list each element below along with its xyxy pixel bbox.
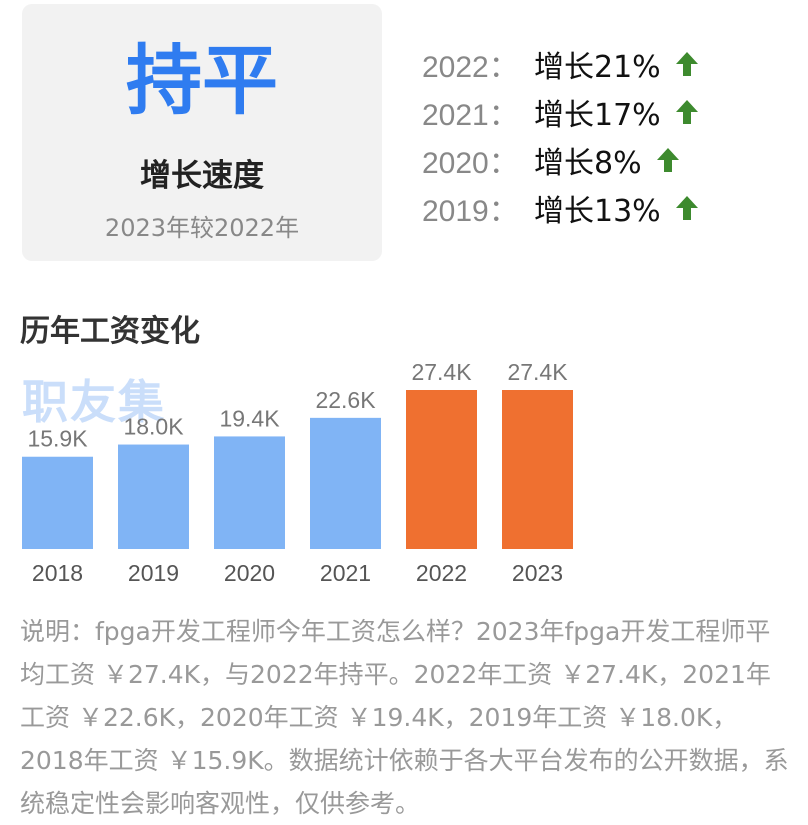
growth-text: 增长13% bbox=[534, 194, 661, 229]
bar-value-label: 27.4K bbox=[411, 359, 472, 385]
growth-text: 增长8% bbox=[534, 146, 642, 181]
x-tick-label: 2023 bbox=[512, 560, 563, 586]
growth-year: 2020： bbox=[422, 147, 519, 180]
growth-text: 增长17% bbox=[534, 98, 661, 133]
growth-status-label: 增长速度 bbox=[140, 158, 264, 194]
bar-2022 bbox=[406, 390, 477, 549]
growth-status: 持平 bbox=[126, 36, 278, 125]
bar-2021 bbox=[310, 417, 381, 549]
x-tick-label: 2019 bbox=[128, 560, 179, 586]
growth-year: 2022： bbox=[422, 51, 519, 84]
bar-value-label: 19.4K bbox=[219, 405, 280, 431]
bar-2023 bbox=[502, 390, 573, 549]
bar-2019 bbox=[118, 444, 189, 549]
summary-card: 持平 增长速度 2023年较2022年 bbox=[22, 4, 382, 261]
growth-row: 2020： 增长8% bbox=[422, 136, 701, 184]
x-tick-label: 2021 bbox=[320, 560, 371, 586]
bar-value-label: 22.6K bbox=[315, 387, 376, 413]
growth-row: 2021： 增长17% bbox=[422, 88, 701, 136]
arrow-up-icon bbox=[656, 148, 679, 172]
growth-text: 增长21% bbox=[534, 50, 661, 85]
growth-list: 2022： 增长21% 2021： 增长17% 2020： 增长8% 2019：… bbox=[422, 40, 701, 232]
description-text: 说明：fpga开发工程师今年工资怎么样？2023年fpga开发工程师平均工资 ￥… bbox=[20, 617, 789, 818]
growth-row: 2022： 增长21% bbox=[422, 40, 701, 88]
arrow-up-icon bbox=[675, 196, 698, 220]
x-tick-label: 2020 bbox=[224, 560, 275, 586]
section-title: 历年工资变化 bbox=[20, 314, 200, 349]
bar-value-label: 27.4K bbox=[507, 359, 568, 385]
growth-row: 2019： 增长13% bbox=[422, 184, 701, 232]
watermark: 职友集 bbox=[22, 375, 166, 429]
growth-year: 2019： bbox=[422, 195, 519, 228]
compare-period: 2023年较2022年 bbox=[104, 214, 300, 242]
growth-year: 2021： bbox=[422, 99, 519, 132]
x-tick-label: 2018 bbox=[32, 560, 83, 586]
bar-2018 bbox=[22, 456, 93, 549]
salary-bar-chart: 15.9K 2018 18.0K 2019 19.4K 2020 22.6K 2021 27.4… bbox=[22, 359, 573, 586]
bar-value-label: 15.9K bbox=[27, 426, 88, 452]
arrow-up-icon bbox=[675, 100, 698, 124]
x-tick-label: 2022 bbox=[416, 560, 467, 586]
bar-2020 bbox=[214, 436, 285, 549]
bar-value-label: 18.0K bbox=[123, 414, 184, 440]
arrow-up-icon bbox=[675, 52, 698, 76]
